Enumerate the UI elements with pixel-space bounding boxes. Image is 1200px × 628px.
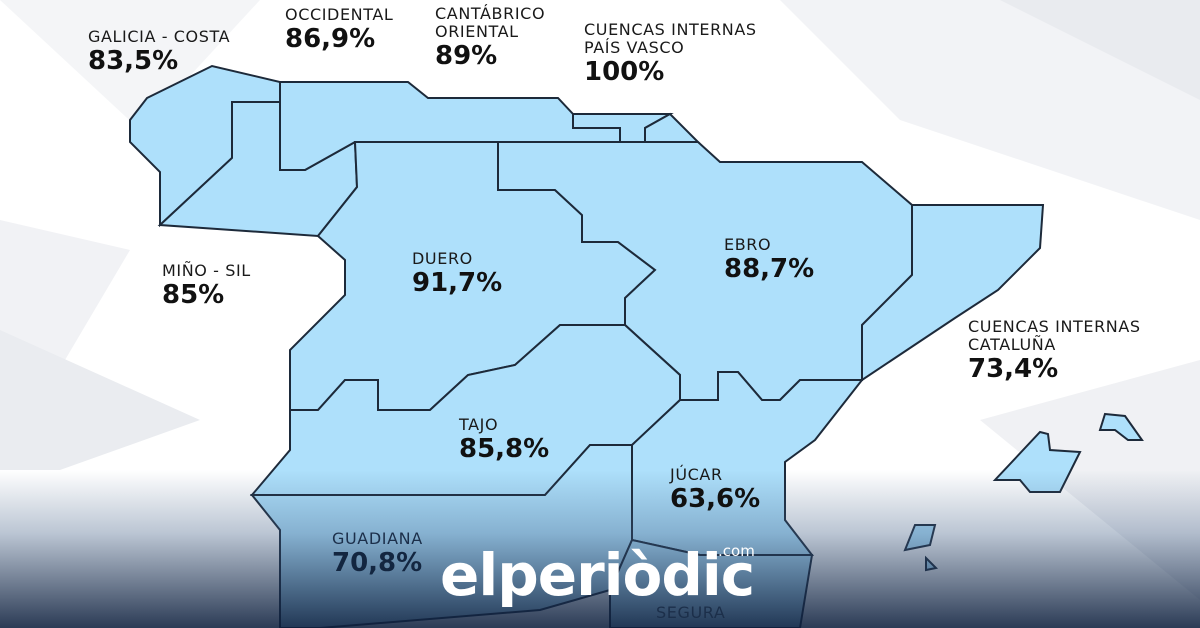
island-formentera	[925, 555, 939, 572]
basin-percentage: 86,9%	[285, 24, 376, 54]
label-galicia-costa: GALICIA - COSTA 83,5%	[88, 27, 231, 77]
basin-percentage: 91,7%	[412, 268, 503, 298]
label-cantabrico-occidental: OCCIDENTAL 86,9%	[285, 5, 394, 55]
label-pais-vasco: CUENCAS INTERNAS PAÍS VASCO 100%	[584, 20, 764, 88]
basin-name: JÚCAR	[670, 465, 723, 484]
elperiodic-logo: elperiòdic	[440, 541, 755, 609]
label-ebro: EBRO 88,7%	[724, 235, 815, 285]
label-duero: DUERO 91,7%	[412, 249, 503, 299]
basin-name: CUENCAS INTERNAS CATALUÑA	[968, 317, 1141, 354]
label-segura: SEGURA	[656, 604, 725, 622]
basin-name: MIÑO - SIL	[162, 261, 251, 280]
label-tajo: TAJO 85,8%	[459, 415, 550, 465]
basin-percentage: 70,8%	[332, 548, 423, 578]
basin-name: OCCIDENTAL	[285, 5, 394, 24]
elperiodic-logo-domain: .com	[718, 542, 755, 560]
basin-name: GUADIANA	[332, 529, 423, 548]
island-menorca	[1098, 412, 1144, 441]
label-cataluna: CUENCAS INTERNAS CATALUÑA 73,4%	[968, 317, 1158, 385]
basin-percentage: 63,6%	[670, 484, 761, 514]
label-guadiana: GUADIANA 70,8%	[332, 529, 423, 579]
basin-name: CUENCAS INTERNAS PAÍS VASCO	[584, 20, 757, 57]
basin-percentage: 85%	[162, 280, 225, 310]
island-mallorca	[992, 430, 1082, 493]
label-mino-sil: MIÑO - SIL 85%	[162, 261, 251, 311]
basin-name: TAJO	[459, 415, 499, 434]
label-cantabrico-oriental: CANTÁBRICO ORIENTAL 89%	[435, 4, 560, 72]
basin-percentage: 100%	[584, 57, 665, 87]
basin-name: DUERO	[412, 249, 473, 268]
basin-name: EBRO	[724, 235, 772, 254]
basin-name: GALICIA - COSTA	[88, 27, 231, 46]
basin-cataluna	[861, 204, 1045, 382]
basin-percentage: 83,5%	[88, 46, 179, 76]
basin-percentage: 89%	[435, 41, 498, 71]
basin-percentage: 88,7%	[724, 254, 815, 284]
basin-name: SEGURA	[656, 603, 726, 622]
island-ibiza	[903, 524, 937, 552]
basin-percentage: 85,8%	[459, 434, 550, 464]
label-jucar: JÚCAR 63,6%	[670, 465, 761, 515]
basin-percentage: 73,4%	[968, 354, 1059, 384]
basin-name: CANTÁBRICO ORIENTAL	[435, 4, 546, 41]
